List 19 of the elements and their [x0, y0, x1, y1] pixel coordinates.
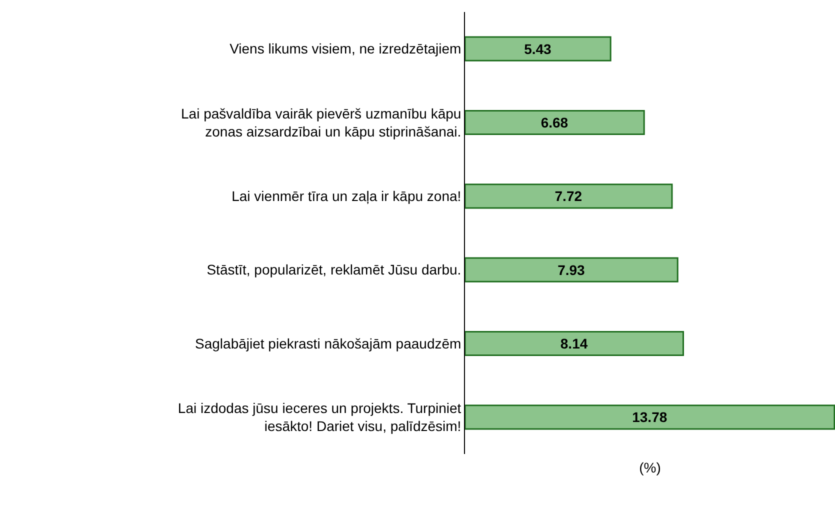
y-tick-label: Lai pašvaldība vairāk pievērš uzmanību kāpu zonas aizsardzībai un kāpu stiprināšanai. [181, 105, 462, 140]
bar [465, 110, 645, 136]
data-label: 6.68 [540, 114, 568, 130]
bar [465, 330, 684, 356]
y-tick-label: Lai vienmēr tīra un zaļa ir kāpu zona! [232, 188, 462, 204]
y-tick-label: Viens likums visiem, ne izredzētajiem [230, 40, 462, 57]
bar [465, 184, 673, 209]
y-tick-label: Lai izdodas jūsu ieceres un projekts. Turpiniet iesākto! Dariet visu, palīdzēsim! [178, 400, 462, 434]
bar [465, 257, 678, 282]
data-label: 13.78 [632, 409, 668, 426]
data-label: 8.14 [560, 336, 588, 352]
data-label: 7.93 [558, 262, 586, 278]
data-label: 7.72 [554, 188, 582, 204]
bar [465, 404, 835, 430]
y-tick-label: Stāstīt, popularizēt, reklamēt Jūsu darbu. [206, 262, 462, 278]
y-tick-label: Saglabājiet piekrasti nākošajām paaudzēm [195, 335, 462, 352]
data-label: 5.43 [524, 40, 552, 57]
bar [465, 36, 612, 62]
x-axis-title: (%) [639, 459, 661, 476]
